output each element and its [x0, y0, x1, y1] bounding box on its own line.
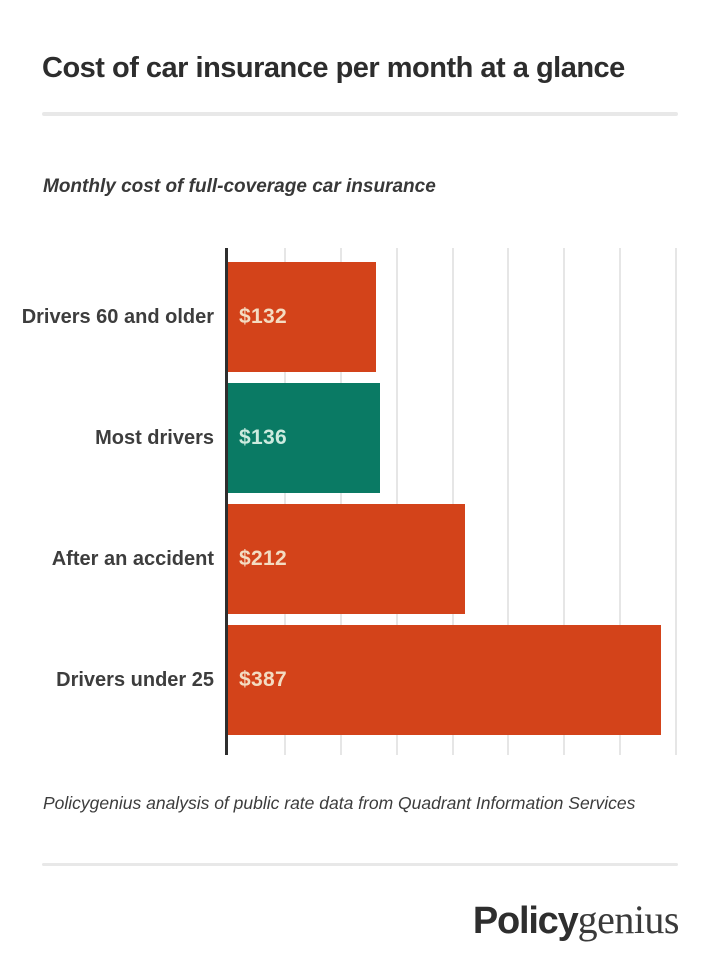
chart-gridlines	[228, 248, 703, 755]
value-label: $212	[239, 547, 287, 570]
chart-row: After an accident $212	[0, 504, 720, 614]
gridline	[451, 248, 454, 755]
bar-chart: Drivers 60 and older $132 Most drivers $136…	[0, 248, 720, 755]
chart-y-axis-line	[225, 248, 228, 755]
bar-track: $212	[228, 504, 703, 614]
bar: $136	[228, 383, 380, 493]
logo-text-policy: Policy	[472, 900, 579, 942]
category-label: Most drivers	[95, 426, 214, 449]
chart-title: Monthly cost of full-coverage car insura…	[43, 176, 436, 197]
source-note: Policygenius analysis of public rate dat…	[43, 793, 636, 813]
bar: $387	[228, 625, 661, 735]
top-divider	[42, 112, 678, 116]
gridline	[507, 248, 510, 755]
bar-track: $132	[228, 262, 703, 372]
gridline	[339, 248, 342, 755]
bar: $132	[228, 262, 376, 372]
chart-row: Drivers 60 and older $132	[0, 262, 720, 372]
policygenius-logo: Policygenius	[472, 896, 680, 943]
category-label: Drivers 60 and older	[21, 305, 214, 328]
gridline	[675, 248, 678, 755]
bar-track: $136	[228, 383, 703, 493]
value-label: $136	[239, 426, 287, 449]
chart-row: Most drivers $136	[0, 383, 720, 493]
gridline	[283, 248, 286, 755]
chart-row: Drivers under 25 $387	[0, 625, 720, 735]
category-label: Drivers under 25	[56, 668, 214, 691]
value-label: $132	[239, 305, 287, 328]
category-label: After an accident	[51, 547, 214, 570]
value-label: $387	[239, 668, 287, 691]
chart-rows: Drivers 60 and older $132 Most drivers $136…	[0, 248, 720, 735]
bar-track: $387	[228, 625, 703, 735]
bottom-divider	[42, 863, 678, 866]
gridline	[395, 248, 398, 755]
bar: $212	[228, 504, 465, 614]
logo-text-genius: genius	[577, 897, 680, 942]
gridline	[619, 248, 622, 755]
gridline	[563, 248, 566, 755]
page-title: Cost of car insurance per month at a gla…	[42, 52, 625, 84]
